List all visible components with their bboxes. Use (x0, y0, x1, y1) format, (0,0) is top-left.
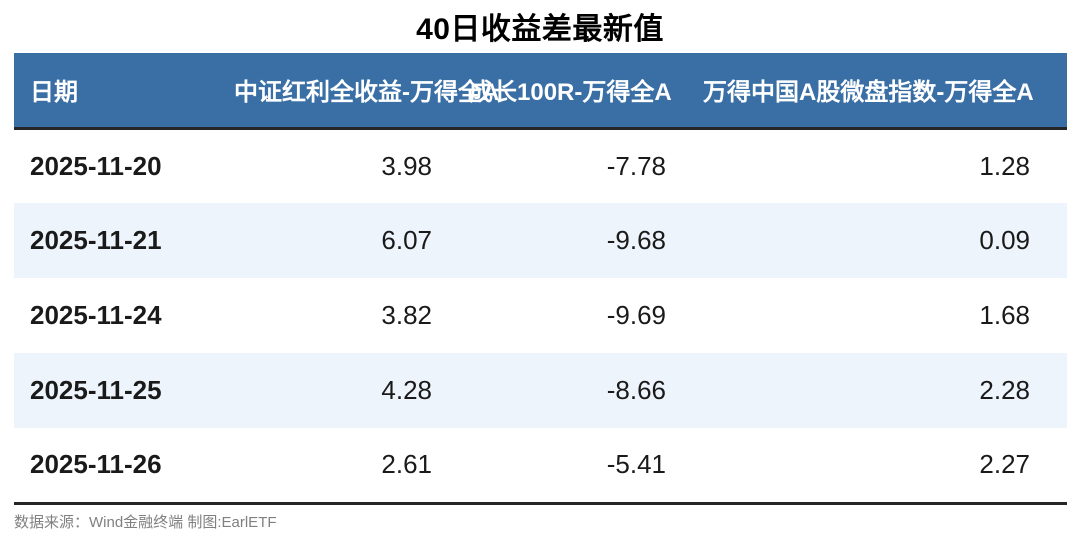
date-cell: 2025-11-26 (14, 428, 234, 505)
value-cell: 1.28 (979, 150, 1030, 181)
col-header-growth100r-vs-wind-all-a: 成长100R-万得全A (469, 53, 703, 130)
value-cell: -8.66 (606, 375, 666, 405)
date-cell: 2025-11-20 (30, 150, 162, 181)
table-row: 2025-11-25 4.28 -8.66 2.28 (14, 353, 1067, 428)
value-cell: 6.07 (381, 225, 432, 255)
value-cell: 2.61 (234, 428, 469, 505)
table-row: 2025-11-20 3.98 -7.78 1.28 (14, 128, 1067, 203)
value-cell: 4.28 (381, 375, 432, 405)
value-cell: -7.78 (606, 150, 666, 181)
value-cell: 0.09 (979, 225, 1030, 255)
value-cell: 2.27 (703, 428, 1067, 505)
header-row: 日期 中证红利全收益-万得全A 成长100R-万得全A 万得中国A股微盘指数-万… (14, 53, 1067, 130)
source-note: 数据来源：Wind金融终端 制图:EarlETF (14, 514, 277, 531)
col-header-dividend-vs-wind-all-a: 中证红利全收益-万得全A (234, 53, 499, 130)
value-cell: -5.41 (469, 428, 703, 505)
value-cell: 3.98 (381, 150, 432, 181)
value-cell: 1.68 (979, 300, 1030, 330)
date-cell: 2025-11-25 (30, 375, 162, 405)
value-cell: -9.69 (606, 300, 666, 330)
value-cell: -9.68 (606, 225, 666, 255)
value-cell: 3.82 (381, 300, 432, 330)
date-cell: 2025-11-21 (30, 225, 162, 255)
col-header-microcap-vs-wind-all-a: 万得中国A股微盘指数-万得全A (703, 53, 1067, 130)
col-header-date: 日期 (14, 53, 234, 130)
figure-title: 40日收益差最新值 (416, 13, 664, 46)
table-row: 2025-11-21 6.07 -9.68 0.09 (14, 203, 1067, 278)
table-row: 2025-11-26 2.61 -5.41 2.27 (14, 428, 1067, 505)
return-diff-table: 日期 中证红利全收益-万得全A 成长100R-万得全A 万得中国A股微盘指数-万… (14, 53, 1067, 505)
value-cell: 2.28 (979, 375, 1030, 405)
table-row: 2025-11-24 3.82 -9.69 1.68 (14, 278, 1067, 353)
date-cell: 2025-11-24 (30, 300, 162, 330)
